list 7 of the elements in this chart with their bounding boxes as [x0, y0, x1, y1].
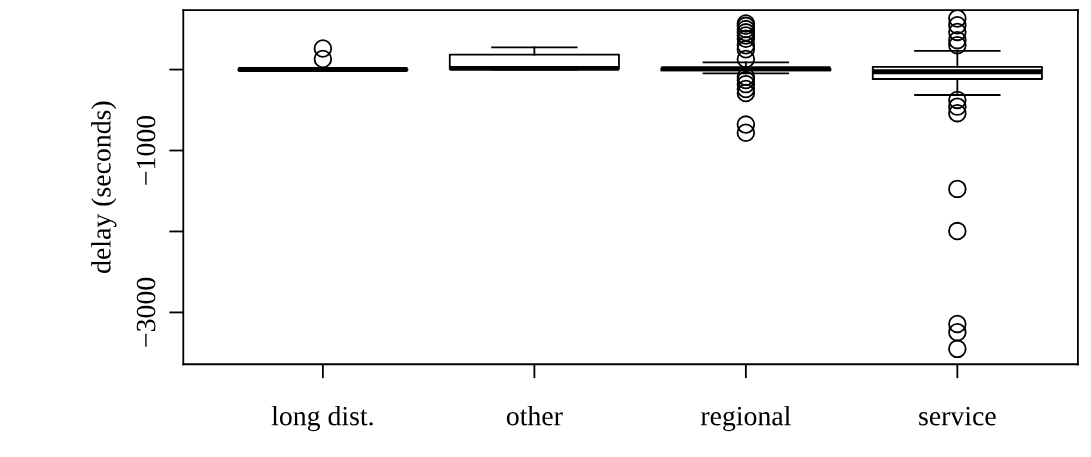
y-tick-label: −1000: [136, 115, 156, 185]
x-tick-label: service: [919, 406, 996, 426]
y-axis-title: delay (seconds): [91, 101, 117, 273]
y-tick-label: −3000: [136, 277, 156, 347]
x-tick-label: long dist.: [271, 405, 373, 432]
x-tick-label: other: [506, 405, 563, 426]
x-tick-label: regional: [700, 405, 791, 432]
